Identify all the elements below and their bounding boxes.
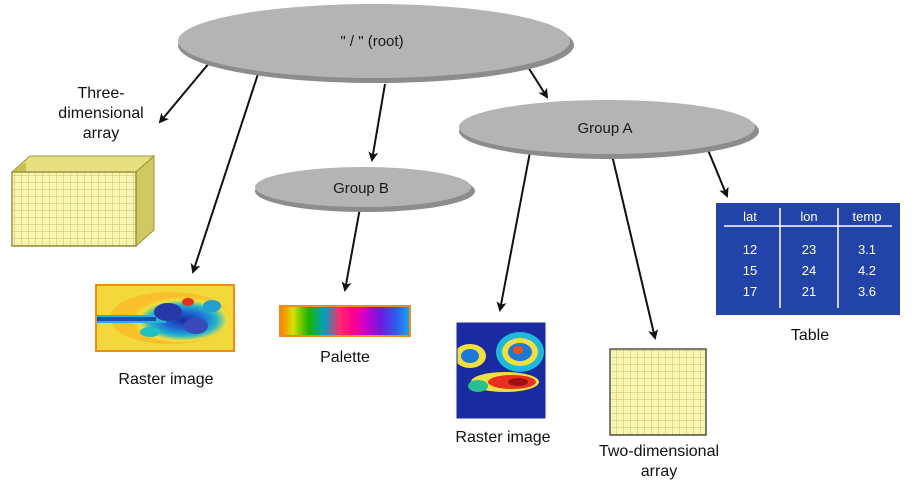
palette-label: Palette — [320, 349, 370, 366]
table-header-lon: lon — [800, 209, 817, 224]
table-cell: 4.2 — [858, 263, 876, 278]
raster-image-right-label: Raster image — [455, 429, 551, 446]
three-d-array-label-line: Three- — [77, 85, 125, 102]
two-d-array-label-line: Two-dimensional — [598, 443, 720, 460]
table-cell: 3.1 — [858, 242, 876, 257]
arrow-group-a-to-raster-right — [496, 151, 531, 312]
raster-image-left-frame — [95, 284, 235, 352]
root-node-label: " / " (root) — [340, 33, 403, 50]
table-cell: 21 — [802, 284, 816, 299]
raster-image-left-label: Raster image — [118, 371, 214, 388]
two-d-array-label-line: array — [640, 463, 678, 480]
array-3d-top-face — [10, 155, 156, 173]
palette-bar — [279, 305, 411, 337]
three-d-array-label-line: dimensional — [58, 105, 144, 122]
table-cell: 15 — [743, 263, 757, 278]
raster-image-right-frame — [456, 322, 546, 419]
arrow-group-a-to-table — [707, 149, 729, 198]
arrow-root-to-group-b — [368, 83, 386, 162]
connector-arrows — [158, 61, 729, 340]
table-background — [716, 203, 900, 315]
array-3d-front-face — [11, 171, 137, 247]
root-node: " / " (root) — [178, 4, 574, 83]
data-table: lat lon temp 12 23 3.1 15 24 4.2 17 21 3… — [716, 203, 900, 315]
table-cell: 12 — [743, 242, 757, 257]
arrow-group-b-to-palette — [341, 207, 361, 292]
table-cell: 23 — [802, 242, 816, 257]
table-label: Table — [790, 327, 830, 344]
two-d-array-shape — [609, 348, 707, 436]
table-cell: 17 — [743, 284, 757, 299]
arrow-root-to-raster-left — [190, 73, 259, 274]
table-cell: 24 — [802, 263, 816, 278]
raster-image-right — [457, 323, 545, 418]
arrow-group-a-to-2d-array — [611, 154, 659, 340]
group-b-shape — [255, 167, 471, 207]
group-b-node: Group B — [255, 167, 475, 212]
table-cell: 3.6 — [858, 284, 876, 299]
root-node-shape — [178, 4, 570, 78]
arrow-root-to-3d-array — [158, 61, 211, 124]
raster-image-left — [96, 285, 234, 351]
group-a-node: Group A — [459, 100, 759, 159]
array-3d-side-face — [135, 154, 155, 248]
arrow-root-to-group-a — [527, 66, 549, 99]
three-d-array-shape — [10, 154, 156, 248]
three-d-array-label: Three- dimensional array — [46, 84, 156, 144]
table-header-lat: lat — [743, 209, 757, 224]
group-a-label: Group A — [577, 120, 632, 137]
group-b-label: Group B — [333, 180, 389, 197]
two-d-array-label: Two-dimensional array — [574, 442, 744, 482]
group-a-shape — [459, 100, 755, 154]
table-header-temp: temp — [853, 209, 882, 224]
three-d-array-label-line: array — [82, 125, 120, 142]
